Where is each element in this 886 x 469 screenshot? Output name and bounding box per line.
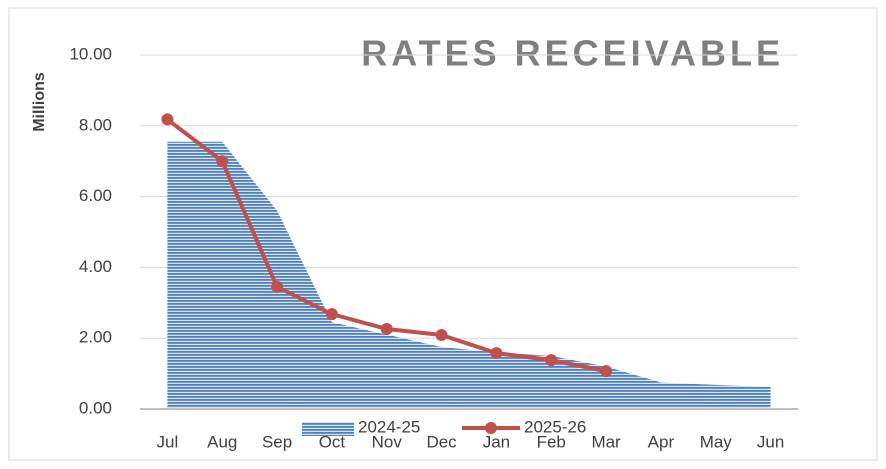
marker [325, 308, 338, 321]
marker [490, 347, 503, 360]
y-tick-label: 10.00 [69, 44, 112, 63]
x-tick-label: Mar [591, 432, 621, 451]
y-axis-label: Millions [31, 72, 48, 132]
x-tick-label: Jun [757, 432, 784, 451]
marker [435, 329, 448, 342]
marker [216, 155, 229, 168]
marker [271, 280, 284, 293]
y-tick-label: 0.00 [79, 398, 112, 417]
x-tick-label: Aug [207, 432, 237, 451]
y-tick-label: 6.00 [79, 186, 112, 205]
area [167, 141, 771, 410]
marker [161, 113, 174, 126]
chart-title: RATES RECEIVABLE [361, 33, 784, 74]
legend-label: 2024-25 [358, 417, 420, 436]
y-tick-label: 4.00 [79, 257, 112, 276]
x-tick-label: Jul [157, 432, 179, 451]
legend-swatch [302, 422, 354, 436]
x-tick-label: Feb [537, 432, 566, 451]
x-tick-label: Sep [262, 432, 292, 451]
x-tick-label: Apr [648, 432, 675, 451]
marker [545, 354, 558, 367]
legend-marker [485, 422, 497, 434]
x-tick-label: Nov [372, 432, 403, 451]
x-tick-label: Jan [483, 432, 510, 451]
legend-label: 2025-26 [524, 417, 586, 436]
marker [600, 365, 613, 378]
y-tick-label: 2.00 [79, 328, 112, 347]
x-tick-label: May [700, 432, 733, 451]
marker [380, 322, 393, 335]
x-tick-label: Oct [319, 432, 346, 451]
y-tick-label: 8.00 [79, 115, 112, 134]
x-tick-label: Dec [426, 432, 457, 451]
